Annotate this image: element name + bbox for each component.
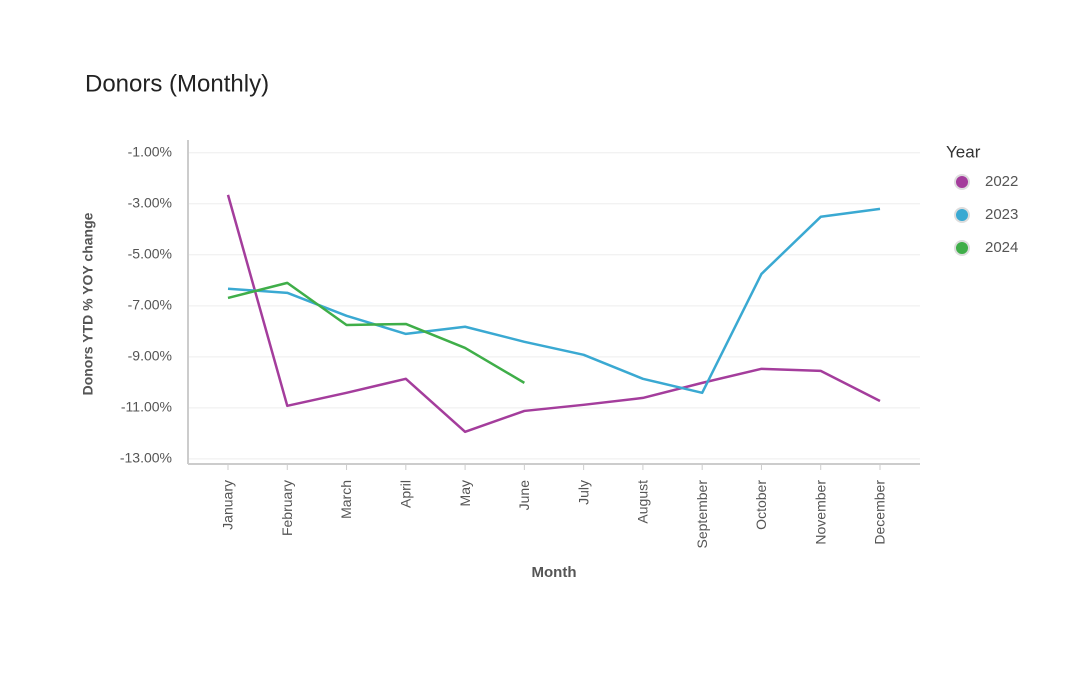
- y-tick-label: -3.00%: [128, 194, 172, 210]
- x-tick-label: April: [398, 480, 414, 508]
- y-tick-label: -11.00%: [121, 399, 172, 415]
- legend-marker: [954, 207, 970, 223]
- y-axis-title: Donors YTD % YOY change: [80, 212, 96, 395]
- x-tick-label: September: [694, 480, 710, 549]
- x-tick-label: January: [220, 480, 236, 530]
- x-tick-label: March: [338, 480, 354, 519]
- legend-label: 2024: [985, 239, 1018, 256]
- y-tick-label: -5.00%: [128, 246, 172, 262]
- y-tick-label: -9.00%: [128, 348, 172, 364]
- x-tick-label: July: [575, 480, 591, 505]
- series-line: [226, 194, 881, 434]
- series-line: [227, 207, 881, 395]
- legend-label: 2023: [985, 206, 1018, 223]
- x-tick-label: May: [457, 480, 473, 506]
- x-tick-label: November: [812, 480, 828, 545]
- y-tick-label: -13.00%: [120, 450, 172, 466]
- legend-marker: [954, 174, 970, 190]
- x-axis-title: Month: [532, 564, 577, 581]
- legend-label: 2022: [985, 173, 1018, 190]
- legend-marker: [954, 240, 970, 256]
- y-tick-label: -7.00%: [128, 297, 172, 313]
- x-tick-label: December: [872, 480, 888, 545]
- x-tick-label: August: [635, 480, 651, 524]
- series-line: [227, 281, 525, 384]
- x-tick-label: February: [279, 480, 295, 536]
- y-tick-label: -1.00%: [128, 143, 172, 159]
- legend-title: Year: [946, 142, 981, 161]
- x-tick-label: October: [753, 480, 769, 530]
- x-tick-label: June: [516, 480, 532, 511]
- chart-title: Donors (Monthly): [85, 70, 269, 97]
